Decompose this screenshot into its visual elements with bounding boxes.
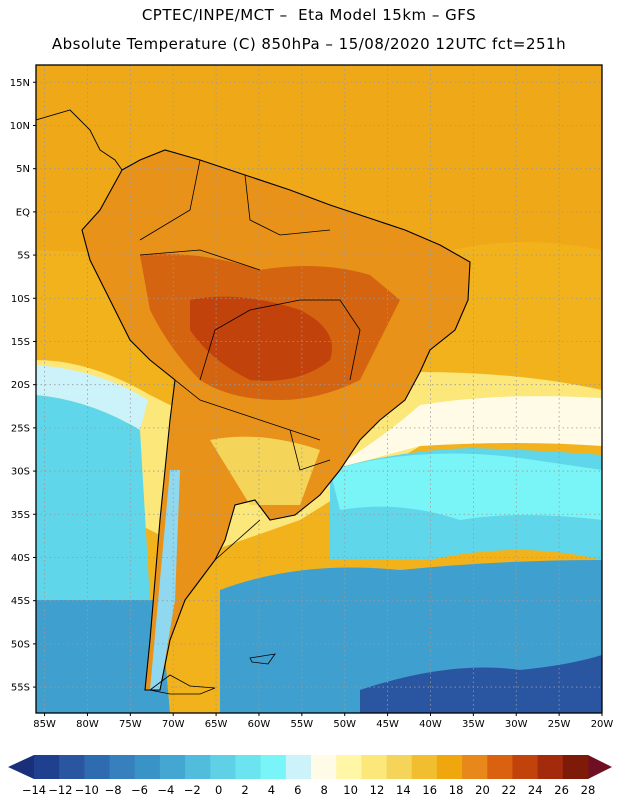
colorbar-swatch <box>260 755 287 779</box>
colorbar-label: −2 <box>184 783 201 797</box>
colorbar-label: −12 <box>48 783 72 797</box>
colorbar-label: 0 <box>215 783 222 797</box>
chart-title-line-2: Absolute Temperature (C) 850hPa – 15/08/… <box>51 35 567 53</box>
lat-tick-label: 40S <box>11 553 30 564</box>
pampas-mild-zone <box>210 436 320 505</box>
colorbar-swatch <box>159 755 186 779</box>
colorbar-swatch <box>311 755 337 779</box>
colorbar-label: 2 <box>241 783 248 797</box>
coldest-ocean-patch <box>360 655 602 713</box>
colorbar-swatch <box>336 755 362 779</box>
lat-tick-label: 30S <box>11 467 30 478</box>
colorbar-swatch <box>386 755 413 779</box>
colorbar-swatch <box>537 755 564 779</box>
cyan-ocean-streak <box>330 453 602 520</box>
lat-tick-label: 55S <box>11 683 30 694</box>
chart-title-line-1: CPTEC/INPE/MCT – Eta Model 15km – GFS <box>141 6 477 24</box>
colorbar-label: 20 <box>475 783 490 797</box>
plot-frame <box>35 64 603 714</box>
lon-tick-label: 30W <box>505 719 528 730</box>
lat-tick-label: 45S <box>11 596 30 607</box>
lon-tick-label: 20W <box>591 719 614 730</box>
lon-tick-label: 85W <box>33 719 56 730</box>
colorbar-swatch <box>84 755 111 779</box>
colorbar-label: 12 <box>370 783 385 797</box>
colorbar-swatch <box>285 755 312 779</box>
lat-tick-label: 35S <box>11 510 30 521</box>
colorbar-label: 4 <box>268 783 275 797</box>
lon-tick-label: 75W <box>119 719 142 730</box>
cool-ocean-field <box>36 395 602 600</box>
colorbar-swatch <box>109 755 136 779</box>
graticule <box>36 65 603 713</box>
lon-tick-label: 55W <box>291 719 314 730</box>
colorbar-label: −6 <box>131 783 148 797</box>
colorbar-label: −4 <box>157 783 174 797</box>
longitude-axis: 85W 80W 75W 70W 65W 60W 55W 50W 45W 40W 35W 30W 25W 2… <box>33 713 613 730</box>
lat-tick-label: 5S <box>17 251 30 262</box>
lon-tick-label: 40W <box>419 719 442 730</box>
andes-cool-strip <box>150 470 180 690</box>
colorbar-swatch <box>235 755 262 779</box>
pale-cool-band <box>36 365 148 430</box>
colorbar-label: 24 <box>528 783 543 797</box>
country-borders <box>139 159 361 561</box>
lat-tick-label: 25S <box>11 423 30 434</box>
colorbar-swatch <box>487 755 513 779</box>
colorbar-swatch <box>210 755 236 779</box>
latitude-axis: 15N 10N 5N EQ 5S 10S 15S 20S 25S 30S 35S 40S 45S 50S 5… <box>10 78 36 694</box>
lat-tick-label: 15N <box>10 78 30 89</box>
colorbar-label: 8 <box>321 783 328 797</box>
colorbar-label: 10 <box>343 783 358 797</box>
pale-warm-band <box>330 396 602 470</box>
lon-tick-label: 50W <box>333 719 356 730</box>
colorbar-legend: −14 −12 −10 −8 −6 −4 −2 0 2 4 6 8 10 12 14 16 18 20 22 24 26… <box>8 755 612 797</box>
south-america-coastline <box>81 149 471 691</box>
colorbar-label: 18 <box>449 783 464 797</box>
colorbar-label: −8 <box>105 783 122 797</box>
lon-tick-label: 25W <box>548 719 571 730</box>
coastline-layer <box>36 109 471 695</box>
colorbar-swatch <box>185 755 211 779</box>
tierra-del-fuego-coastline <box>149 674 216 695</box>
map-plot-area <box>36 65 602 713</box>
colorbar-swatch <box>59 755 85 779</box>
colorbar-swatch <box>411 755 438 779</box>
lat-tick-label: 10S <box>11 294 30 305</box>
colorbar-swatch <box>34 755 60 779</box>
colorbar-label: 26 <box>554 783 569 797</box>
colorbar-swatch <box>134 755 161 779</box>
colorbar-label: 22 <box>502 783 517 797</box>
colorbar-swatch <box>562 755 589 779</box>
colorbar-label: 28 <box>581 783 596 797</box>
lon-tick-label: 60W <box>248 719 271 730</box>
colorbar-swatch <box>436 755 463 779</box>
colorbar-high-arrow <box>588 755 612 779</box>
lat-tick-label: 20S <box>11 380 30 391</box>
colorbar-label: 14 <box>396 783 411 797</box>
colorbar-label: 16 <box>422 783 437 797</box>
colorbar-swatch <box>512 755 539 779</box>
colorbar-swatch <box>361 755 388 779</box>
colorbar-low-arrow <box>8 755 34 779</box>
lat-tick-label: EQ <box>16 207 30 218</box>
colorbar-swatch <box>462 755 488 779</box>
lon-tick-label: 45W <box>376 719 399 730</box>
lon-tick-label: 80W <box>76 719 99 730</box>
lon-tick-label: 35W <box>462 719 485 730</box>
central-america-coastline <box>36 109 123 171</box>
lat-tick-label: 10N <box>10 121 30 132</box>
falklands-coastline <box>249 653 276 665</box>
colorbar-label: −14 <box>22 783 46 797</box>
lon-tick-label: 70W <box>162 719 185 730</box>
lat-tick-label: 15S <box>11 337 30 348</box>
lat-tick-label: 5N <box>16 164 30 175</box>
colorbar-label: −10 <box>75 783 99 797</box>
lat-tick-label: 50S <box>11 639 30 650</box>
lon-tick-label: 65W <box>205 719 228 730</box>
colorbar-label: 6 <box>294 783 301 797</box>
land-hottest-core <box>190 296 332 381</box>
